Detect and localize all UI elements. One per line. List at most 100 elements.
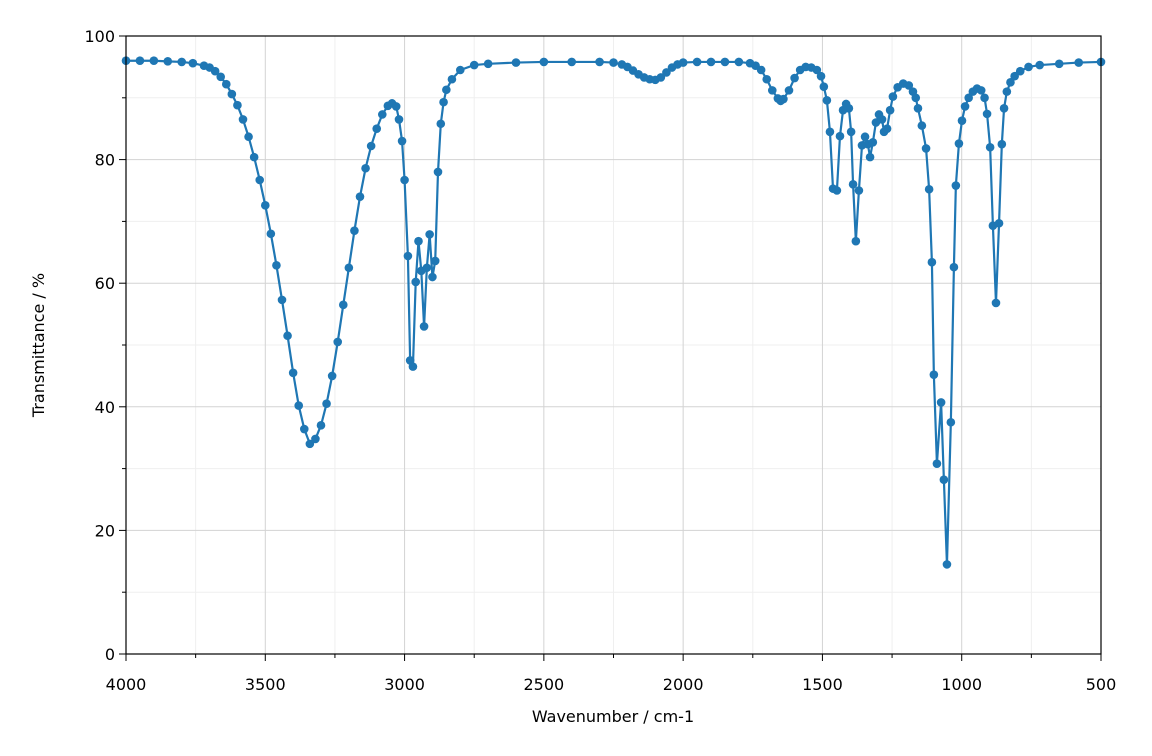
data-point	[255, 175, 265, 185]
data-point	[216, 72, 226, 82]
data-point	[188, 58, 198, 68]
data-point	[994, 218, 1004, 228]
data-point	[816, 71, 826, 81]
data-point	[819, 82, 829, 91]
data-point	[327, 371, 337, 381]
data-point	[927, 257, 937, 267]
data-point	[929, 370, 939, 379]
data-point	[936, 398, 946, 407]
data-point	[350, 226, 359, 235]
data-point	[294, 401, 304, 410]
data-point	[720, 57, 730, 67]
data-point	[439, 97, 448, 107]
x-tick-label: 1500	[802, 675, 843, 694]
data-point	[924, 184, 934, 194]
x-tick-label: 1000	[941, 675, 982, 694]
data-point	[338, 300, 348, 310]
data-point	[511, 58, 521, 67]
x-tick-label: 500	[1086, 675, 1117, 694]
data-point	[595, 57, 604, 67]
data-point	[394, 115, 404, 124]
x-tick-label: 3500	[245, 675, 286, 694]
data-point	[428, 272, 437, 282]
data-point	[436, 119, 446, 129]
data-point	[227, 89, 237, 99]
data-point	[960, 102, 970, 111]
data-point	[692, 57, 702, 67]
data-point	[656, 73, 666, 82]
data-point	[982, 109, 992, 119]
data-point	[238, 115, 248, 124]
data-point	[433, 167, 443, 177]
data-point	[221, 79, 231, 89]
data-point	[244, 132, 253, 142]
data-point	[779, 94, 788, 104]
data-point	[877, 115, 887, 124]
data-point	[419, 322, 429, 331]
data-point	[812, 65, 822, 75]
data-point	[846, 127, 856, 137]
data-point	[135, 56, 145, 66]
data-point	[442, 85, 451, 95]
y-tick-label: 0	[105, 645, 115, 664]
data-point	[177, 57, 187, 67]
data-point	[964, 93, 973, 103]
data-point	[860, 132, 870, 142]
data-point	[430, 256, 440, 266]
y-tick-label: 100	[84, 27, 115, 46]
data-point	[939, 475, 949, 485]
data-point	[366, 141, 376, 151]
data-point	[403, 251, 413, 261]
data-point	[299, 424, 309, 434]
data-point	[567, 57, 577, 67]
data-point	[455, 65, 465, 75]
data-point	[377, 110, 387, 119]
data-point	[422, 263, 432, 273]
data-point	[1024, 62, 1033, 72]
data-point	[539, 57, 549, 67]
data-point	[372, 124, 382, 133]
data-point	[835, 131, 845, 141]
data-point	[790, 73, 799, 83]
data-point	[322, 399, 331, 409]
data-point	[233, 100, 242, 110]
data-point	[911, 93, 921, 103]
x-tick-label: 4000	[106, 675, 147, 694]
data-point	[756, 65, 766, 75]
data-point	[991, 298, 1001, 308]
data-point	[391, 102, 401, 111]
data-point	[266, 229, 276, 239]
data-point	[825, 127, 835, 137]
data-point	[844, 104, 854, 113]
data-point	[848, 180, 858, 189]
data-point	[942, 560, 952, 569]
data-point	[288, 368, 298, 378]
data-point	[997, 139, 1007, 149]
data-point	[400, 175, 409, 185]
data-point	[882, 124, 892, 133]
data-point	[469, 60, 479, 70]
data-point	[904, 81, 914, 90]
data-point	[762, 74, 772, 84]
data-point	[344, 263, 354, 273]
data-point	[414, 236, 423, 246]
data-point	[1006, 78, 1015, 87]
data-point	[706, 57, 716, 67]
data-point	[277, 295, 287, 305]
data-point	[980, 93, 989, 103]
data-point	[305, 439, 315, 449]
x-tick-label: 2000	[663, 675, 704, 694]
y-tick-label: 40	[95, 398, 115, 417]
data-point	[784, 86, 794, 95]
y-tick-label: 20	[95, 521, 115, 540]
data-point	[447, 74, 457, 84]
data-point	[822, 95, 832, 105]
data-point	[921, 144, 931, 153]
data-point	[609, 58, 618, 67]
data-point	[1054, 59, 1064, 69]
data-point	[976, 86, 986, 95]
data-point	[483, 59, 493, 69]
plot-frame	[125, 35, 1102, 655]
data-point	[949, 262, 959, 272]
